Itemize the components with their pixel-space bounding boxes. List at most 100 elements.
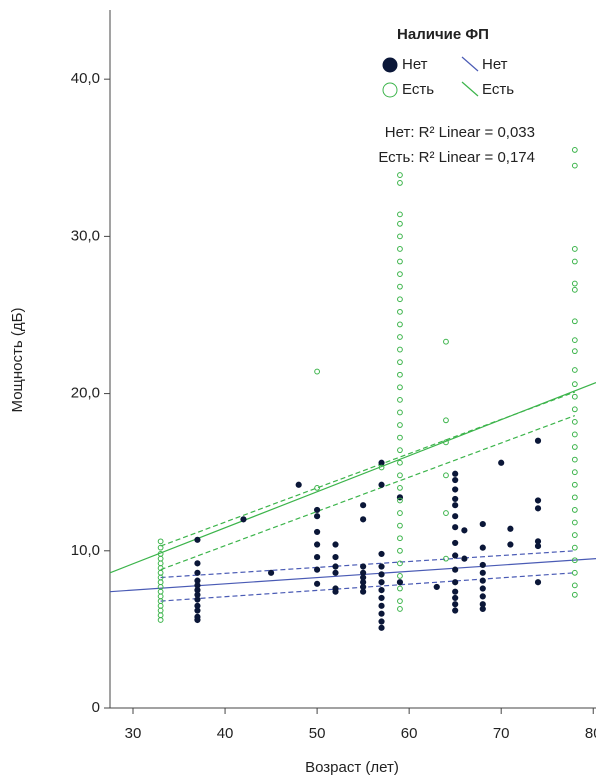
data-point <box>157 593 164 600</box>
legend-label: Есть <box>482 81 514 98</box>
data-point <box>378 586 385 594</box>
data-point <box>571 337 578 344</box>
data-point <box>571 162 578 169</box>
data-point <box>157 588 164 595</box>
data-point <box>443 510 449 516</box>
data-point <box>397 283 403 290</box>
data-point <box>397 220 403 227</box>
data-point <box>360 516 367 523</box>
data-point <box>571 544 578 551</box>
data-point <box>452 502 459 509</box>
data-point <box>378 571 385 578</box>
data-point <box>378 550 385 558</box>
y-tick-label: 20,0 <box>71 385 100 402</box>
data-point <box>571 569 578 576</box>
data-point <box>157 560 164 567</box>
data-point <box>314 541 321 548</box>
data-point <box>397 560 403 567</box>
data-point <box>397 459 403 466</box>
data-point <box>397 396 403 403</box>
data-point <box>240 516 247 523</box>
legend-label: Есть <box>402 81 434 98</box>
data-point <box>443 472 449 479</box>
data-point <box>397 585 403 592</box>
data-point <box>452 476 459 484</box>
data-point <box>360 502 367 509</box>
data-point <box>452 594 459 602</box>
data-point <box>397 180 403 186</box>
data-point <box>396 579 404 586</box>
data-point <box>479 577 486 584</box>
data-point <box>571 381 578 388</box>
annotation: Нет: R² Linear = 0,033 <box>385 124 535 141</box>
data-point <box>314 566 321 573</box>
legend-label: Нет <box>402 56 428 73</box>
data-point <box>194 569 201 576</box>
data-point <box>314 506 321 514</box>
data-point <box>443 417 449 424</box>
data-point <box>397 522 403 529</box>
data-point <box>397 384 403 391</box>
data-point <box>571 444 578 450</box>
data-point <box>397 371 403 378</box>
data-point <box>534 437 542 444</box>
data-point <box>194 616 201 624</box>
fit-line <box>109 558 596 593</box>
data-point <box>571 406 578 413</box>
data-point <box>452 552 459 559</box>
data-point <box>314 513 321 520</box>
data-point <box>397 434 403 441</box>
data-point <box>157 544 164 551</box>
data-point <box>194 560 201 567</box>
data-point <box>452 524 459 531</box>
data-point <box>461 555 468 562</box>
data-point <box>378 481 385 488</box>
data-point <box>571 348 578 355</box>
data-point <box>378 602 385 609</box>
legend-marker <box>382 57 398 73</box>
data-point <box>194 536 201 543</box>
data-point <box>397 296 403 303</box>
data-point <box>498 459 505 466</box>
data-point <box>314 528 321 536</box>
data-point <box>571 393 578 400</box>
data-point <box>360 563 367 570</box>
data-point <box>452 486 459 493</box>
data-point <box>452 607 459 614</box>
data-point <box>314 368 321 375</box>
x-tick-label: 30 <box>125 725 142 742</box>
data-point <box>397 246 403 252</box>
data-point <box>571 418 578 425</box>
legend-line <box>461 81 479 97</box>
data-point <box>397 233 403 240</box>
data-point <box>397 547 403 554</box>
data-point <box>571 591 578 598</box>
data-point <box>397 359 403 366</box>
data-point <box>397 510 403 516</box>
data-point <box>314 553 321 561</box>
data-point <box>378 624 385 631</box>
data-point <box>571 557 578 564</box>
data-point <box>452 601 459 608</box>
data-point <box>378 610 385 617</box>
data-point <box>314 580 321 587</box>
y-tick-label: 30,0 <box>71 227 100 244</box>
data-point <box>571 507 578 513</box>
data-point <box>397 211 403 218</box>
data-point <box>479 520 486 528</box>
data-point <box>571 147 578 153</box>
confidence-line <box>160 391 576 547</box>
data-point <box>571 367 578 373</box>
data-point <box>571 481 578 488</box>
data-point <box>397 472 403 479</box>
data-point <box>507 541 514 548</box>
data-point <box>433 583 440 591</box>
confidence-line <box>160 550 575 579</box>
confidence-line <box>160 572 575 602</box>
data-point <box>452 539 459 547</box>
data-point <box>378 563 385 570</box>
data-point <box>267 569 275 576</box>
data-point <box>194 596 201 603</box>
data-point <box>534 497 542 504</box>
